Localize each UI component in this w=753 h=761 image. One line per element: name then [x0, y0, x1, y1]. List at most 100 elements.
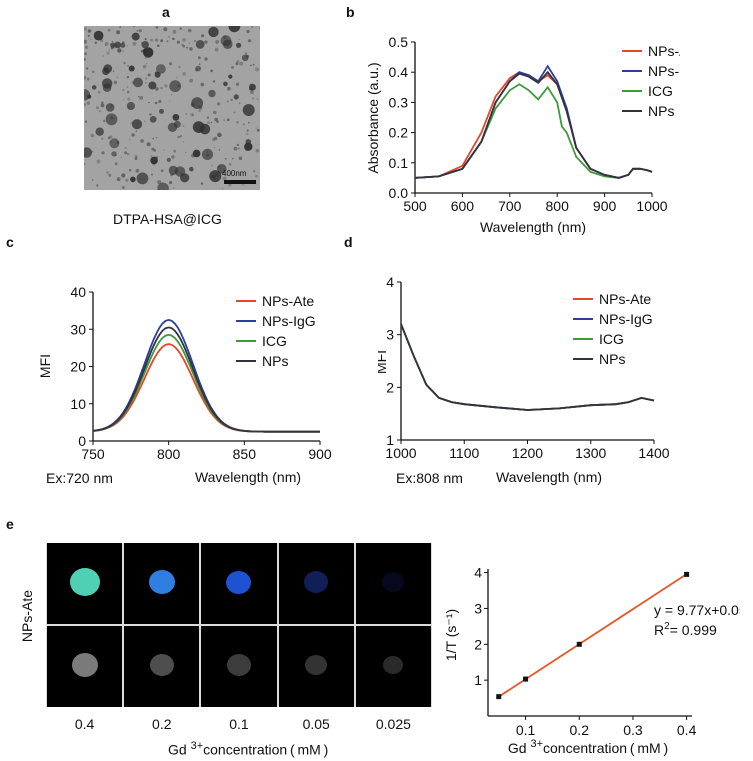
- tem-particle: [91, 85, 97, 90]
- tem-grain: [101, 137, 104, 140]
- tem-grain: [120, 156, 123, 158]
- y-tick-label: 0: [78, 433, 86, 449]
- tem-grain: [246, 129, 249, 132]
- tem-grain: [228, 162, 232, 166]
- tem-grain: [160, 86, 163, 90]
- tem-grain: [137, 95, 140, 98]
- tem-grain: [104, 42, 109, 46]
- y-tick-label: 2: [386, 379, 394, 395]
- y-tick-label: 3: [386, 327, 394, 343]
- tem-particle: [102, 67, 110, 76]
- tem-grain: [236, 143, 240, 147]
- tem-grain: [179, 27, 182, 30]
- tem-grain: [92, 179, 94, 181]
- tem-grain: [200, 82, 205, 87]
- tem-grain: [169, 62, 173, 66]
- tem-grain: [96, 106, 99, 110]
- tem-grain: [218, 149, 221, 151]
- tem-grain: [250, 90, 254, 94]
- tem-grain: [233, 146, 238, 151]
- mri-t1-gray-cell: [278, 626, 354, 707]
- tem-grain: [178, 65, 181, 69]
- tem-grain: [116, 76, 119, 79]
- tem-particle: [109, 138, 120, 149]
- tem-grain: [86, 77, 90, 81]
- tem-grain: [172, 29, 177, 34]
- tem-grain: [238, 38, 240, 41]
- tem-grain: [126, 86, 129, 88]
- tem-grain: [210, 121, 213, 124]
- tem-grain: [155, 26, 159, 29]
- tem-grain: [166, 40, 169, 43]
- mri-sample-spot-gray: [71, 653, 98, 677]
- series-line-nps-ate: [414, 71, 653, 179]
- tem-grain: [163, 27, 168, 32]
- tem-particle: [168, 165, 178, 175]
- legend-label: NPs-Ate: [599, 291, 651, 307]
- tem-grain: [132, 26, 136, 28]
- tem-grain: [236, 60, 240, 63]
- tem-grain: [192, 114, 194, 117]
- tem-grain: [126, 152, 130, 156]
- legend-label: NPs: [648, 103, 674, 119]
- tem-grain: [255, 174, 258, 178]
- series-line-icg: [414, 83, 653, 179]
- x-tick-label: 0.3: [623, 722, 643, 738]
- tem-particle: [131, 32, 140, 41]
- tem-particle: [149, 116, 157, 123]
- x-tick-label: 1400: [638, 445, 669, 461]
- tem-grain: [154, 38, 159, 42]
- series-line-nps: [92, 326, 320, 433]
- tem-grain: [204, 57, 208, 61]
- tem-particle: [128, 65, 135, 72]
- tem-particle: [166, 157, 171, 162]
- tem-grain: [84, 103, 86, 107]
- tem-grain: [168, 36, 170, 38]
- x-tick-label: 0.2: [570, 722, 590, 738]
- tem-grain: [111, 40, 114, 43]
- tem-particle: [245, 139, 252, 145]
- tem-grain: [213, 136, 218, 141]
- tem-grain: [213, 110, 217, 115]
- tem-grain: [246, 29, 250, 34]
- tem-grain: [149, 113, 152, 116]
- tem-grain: [193, 39, 197, 43]
- tem-grain: [173, 149, 177, 153]
- tem-particle: [157, 182, 169, 190]
- x-tick-label: 600: [451, 198, 475, 214]
- tem-grain: [239, 61, 244, 66]
- x-axis-label: Gd 3+concentration ( mM ): [508, 738, 668, 756]
- tem-grain: [125, 178, 129, 182]
- tem-grain: [188, 42, 191, 45]
- tem-grain: [122, 88, 125, 92]
- tem-grain: [112, 70, 115, 72]
- tem-micrograph: 400nm: [84, 26, 260, 190]
- tem-grain: [86, 101, 90, 105]
- tem-grain: [211, 137, 216, 142]
- tem-grain: [204, 40, 208, 44]
- tem-grain: [227, 86, 231, 91]
- tem-grain: [126, 76, 129, 79]
- tem-grain: [255, 127, 257, 129]
- tem-grain: [169, 100, 171, 102]
- x-tick-label: 0.1: [516, 722, 536, 738]
- tem-grain: [197, 56, 201, 60]
- scale-bar: [224, 180, 256, 184]
- tem-grain: [114, 163, 117, 166]
- tem-particle: [173, 120, 181, 128]
- tem-grain: [134, 157, 138, 161]
- tem-grain: [131, 133, 135, 137]
- tem-particle: [136, 172, 149, 185]
- tem-particle: [191, 97, 204, 109]
- data-point: [684, 571, 690, 577]
- tem-particle: [150, 156, 158, 165]
- tem-particle: [180, 173, 190, 183]
- tem-grain: [96, 184, 99, 187]
- tem-grain: [186, 46, 188, 49]
- concentration-label: 0.025: [375, 716, 411, 732]
- tem-particle: [199, 123, 211, 135]
- tem-grain: [242, 123, 245, 126]
- tem-particle: [131, 119, 143, 130]
- legend-label: ICG: [262, 333, 287, 349]
- tem-grain: [100, 103, 105, 108]
